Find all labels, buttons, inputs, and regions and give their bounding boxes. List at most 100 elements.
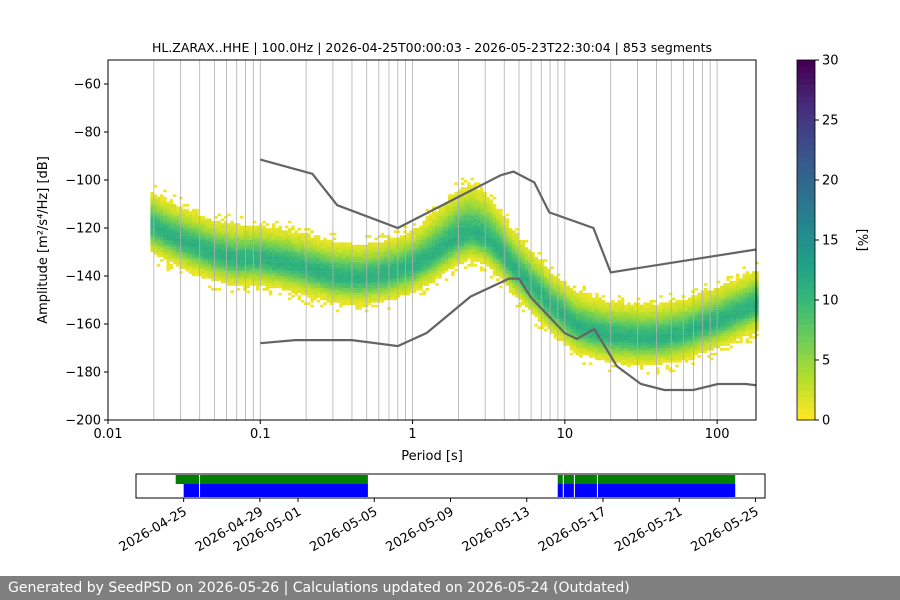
- psd-cell: [310, 304, 314, 308]
- psd-cell: [675, 302, 679, 305]
- psd-cell: [342, 252, 346, 255]
- psd-cell: [339, 288, 343, 291]
- psd-cell: [163, 249, 167, 253]
- psd-cell: [547, 304, 551, 308]
- psd-cell: [252, 256, 257, 260]
- psd-cell: [467, 223, 471, 226]
- psd-cell: [393, 295, 398, 298]
- psd-cell: [656, 307, 660, 310]
- psd-cell: [294, 254, 298, 257]
- psd-cell: [707, 324, 711, 327]
- psd-cell: [704, 309, 708, 313]
- psd-cell: [278, 252, 282, 255]
- psd-cell: [729, 292, 734, 296]
- psd-cell: [534, 304, 538, 308]
- psd-cell: [726, 285, 730, 289]
- psd-cell: [537, 264, 542, 267]
- psd-cell: [256, 237, 260, 241]
- psd-cell: [240, 259, 244, 262]
- psd-cell: [627, 314, 631, 317]
- psd-cell: [659, 309, 663, 313]
- psd-cell: [268, 242, 273, 245]
- psd-cell: [336, 252, 340, 255]
- psd-cell: [291, 276, 295, 279]
- psd-cell: [604, 316, 609, 320]
- psd-cell: [300, 266, 305, 269]
- psd-cell: [592, 304, 596, 308]
- psd-cell: [505, 225, 510, 229]
- psd-cell: [448, 196, 452, 200]
- psd-cell: [185, 240, 190, 243]
- psd-cell: [604, 340, 609, 344]
- psd-cell: [508, 256, 513, 260]
- psd-cell: [710, 290, 714, 293]
- psd-cell: [230, 240, 234, 243]
- psd-cell: [448, 213, 452, 217]
- psd-cell: [300, 261, 305, 265]
- psd-cell: [668, 350, 673, 353]
- psd-cell: [249, 252, 254, 255]
- psd-cell: [150, 216, 154, 219]
- psd-cell: [544, 297, 548, 301]
- psd-cell: [291, 261, 295, 265]
- psd-cell: [342, 247, 346, 250]
- psd-cell: [310, 230, 314, 233]
- psd-cell: [396, 252, 401, 255]
- psd-cell: [275, 235, 279, 238]
- psd-cell: [668, 360, 673, 363]
- psd-cell: [537, 312, 542, 315]
- psd-cell: [473, 228, 478, 231]
- psd-cell: [214, 223, 218, 226]
- psd-cell: [470, 244, 474, 248]
- psd-cell: [208, 223, 212, 226]
- psd-cell: [678, 348, 682, 351]
- psd-cell: [156, 264, 161, 267]
- psd-cell: [540, 314, 545, 317]
- psd-cell: [640, 321, 644, 325]
- psd-cell: [716, 321, 721, 325]
- psd-cell: [435, 213, 439, 217]
- psd-cell: [489, 252, 494, 255]
- psd-cell: [684, 343, 689, 346]
- psd-cell: [294, 276, 298, 279]
- psd-cell: [684, 312, 689, 315]
- psd-cell: [726, 309, 730, 313]
- psd-cell: [697, 297, 702, 301]
- psd-cell: [249, 283, 254, 286]
- psd-cell: [540, 321, 545, 325]
- psd-cell: [473, 182, 478, 185]
- psd-cell: [569, 343, 574, 346]
- psd-cell: [457, 192, 462, 195]
- psd-cell: [691, 309, 695, 313]
- psd-cell: [528, 273, 532, 277]
- psd-cell: [208, 266, 212, 269]
- psd-cell: [454, 264, 458, 267]
- psd-cell: [540, 300, 545, 303]
- psd-cell: [579, 290, 583, 293]
- psd-cell: [243, 249, 247, 253]
- psd-cell: [448, 261, 452, 265]
- psd-cell: [224, 276, 228, 279]
- psd-cell: [662, 338, 666, 341]
- psd-cell: [499, 213, 503, 217]
- psd-cell: [220, 276, 225, 279]
- psd-cell: [188, 247, 193, 250]
- psd-cell: [694, 314, 698, 317]
- psd-cell: [153, 184, 158, 188]
- psd-cell: [176, 261, 180, 265]
- psd-cell: [358, 249, 362, 253]
- psd-cell: [534, 283, 538, 286]
- psd-cell: [521, 254, 526, 257]
- psd-cell: [515, 228, 519, 231]
- psd-cell: [160, 247, 164, 250]
- psd-cell: [224, 235, 228, 238]
- psd-cell: [252, 220, 257, 224]
- psd-cell: [620, 357, 625, 361]
- psd-cell: [262, 256, 266, 260]
- psd-cell: [649, 345, 654, 349]
- psd-cell: [716, 297, 721, 301]
- psd-cell: [230, 254, 234, 257]
- psd-cell: [710, 357, 714, 361]
- psd-cell: [617, 355, 622, 358]
- psd-cell: [617, 352, 622, 356]
